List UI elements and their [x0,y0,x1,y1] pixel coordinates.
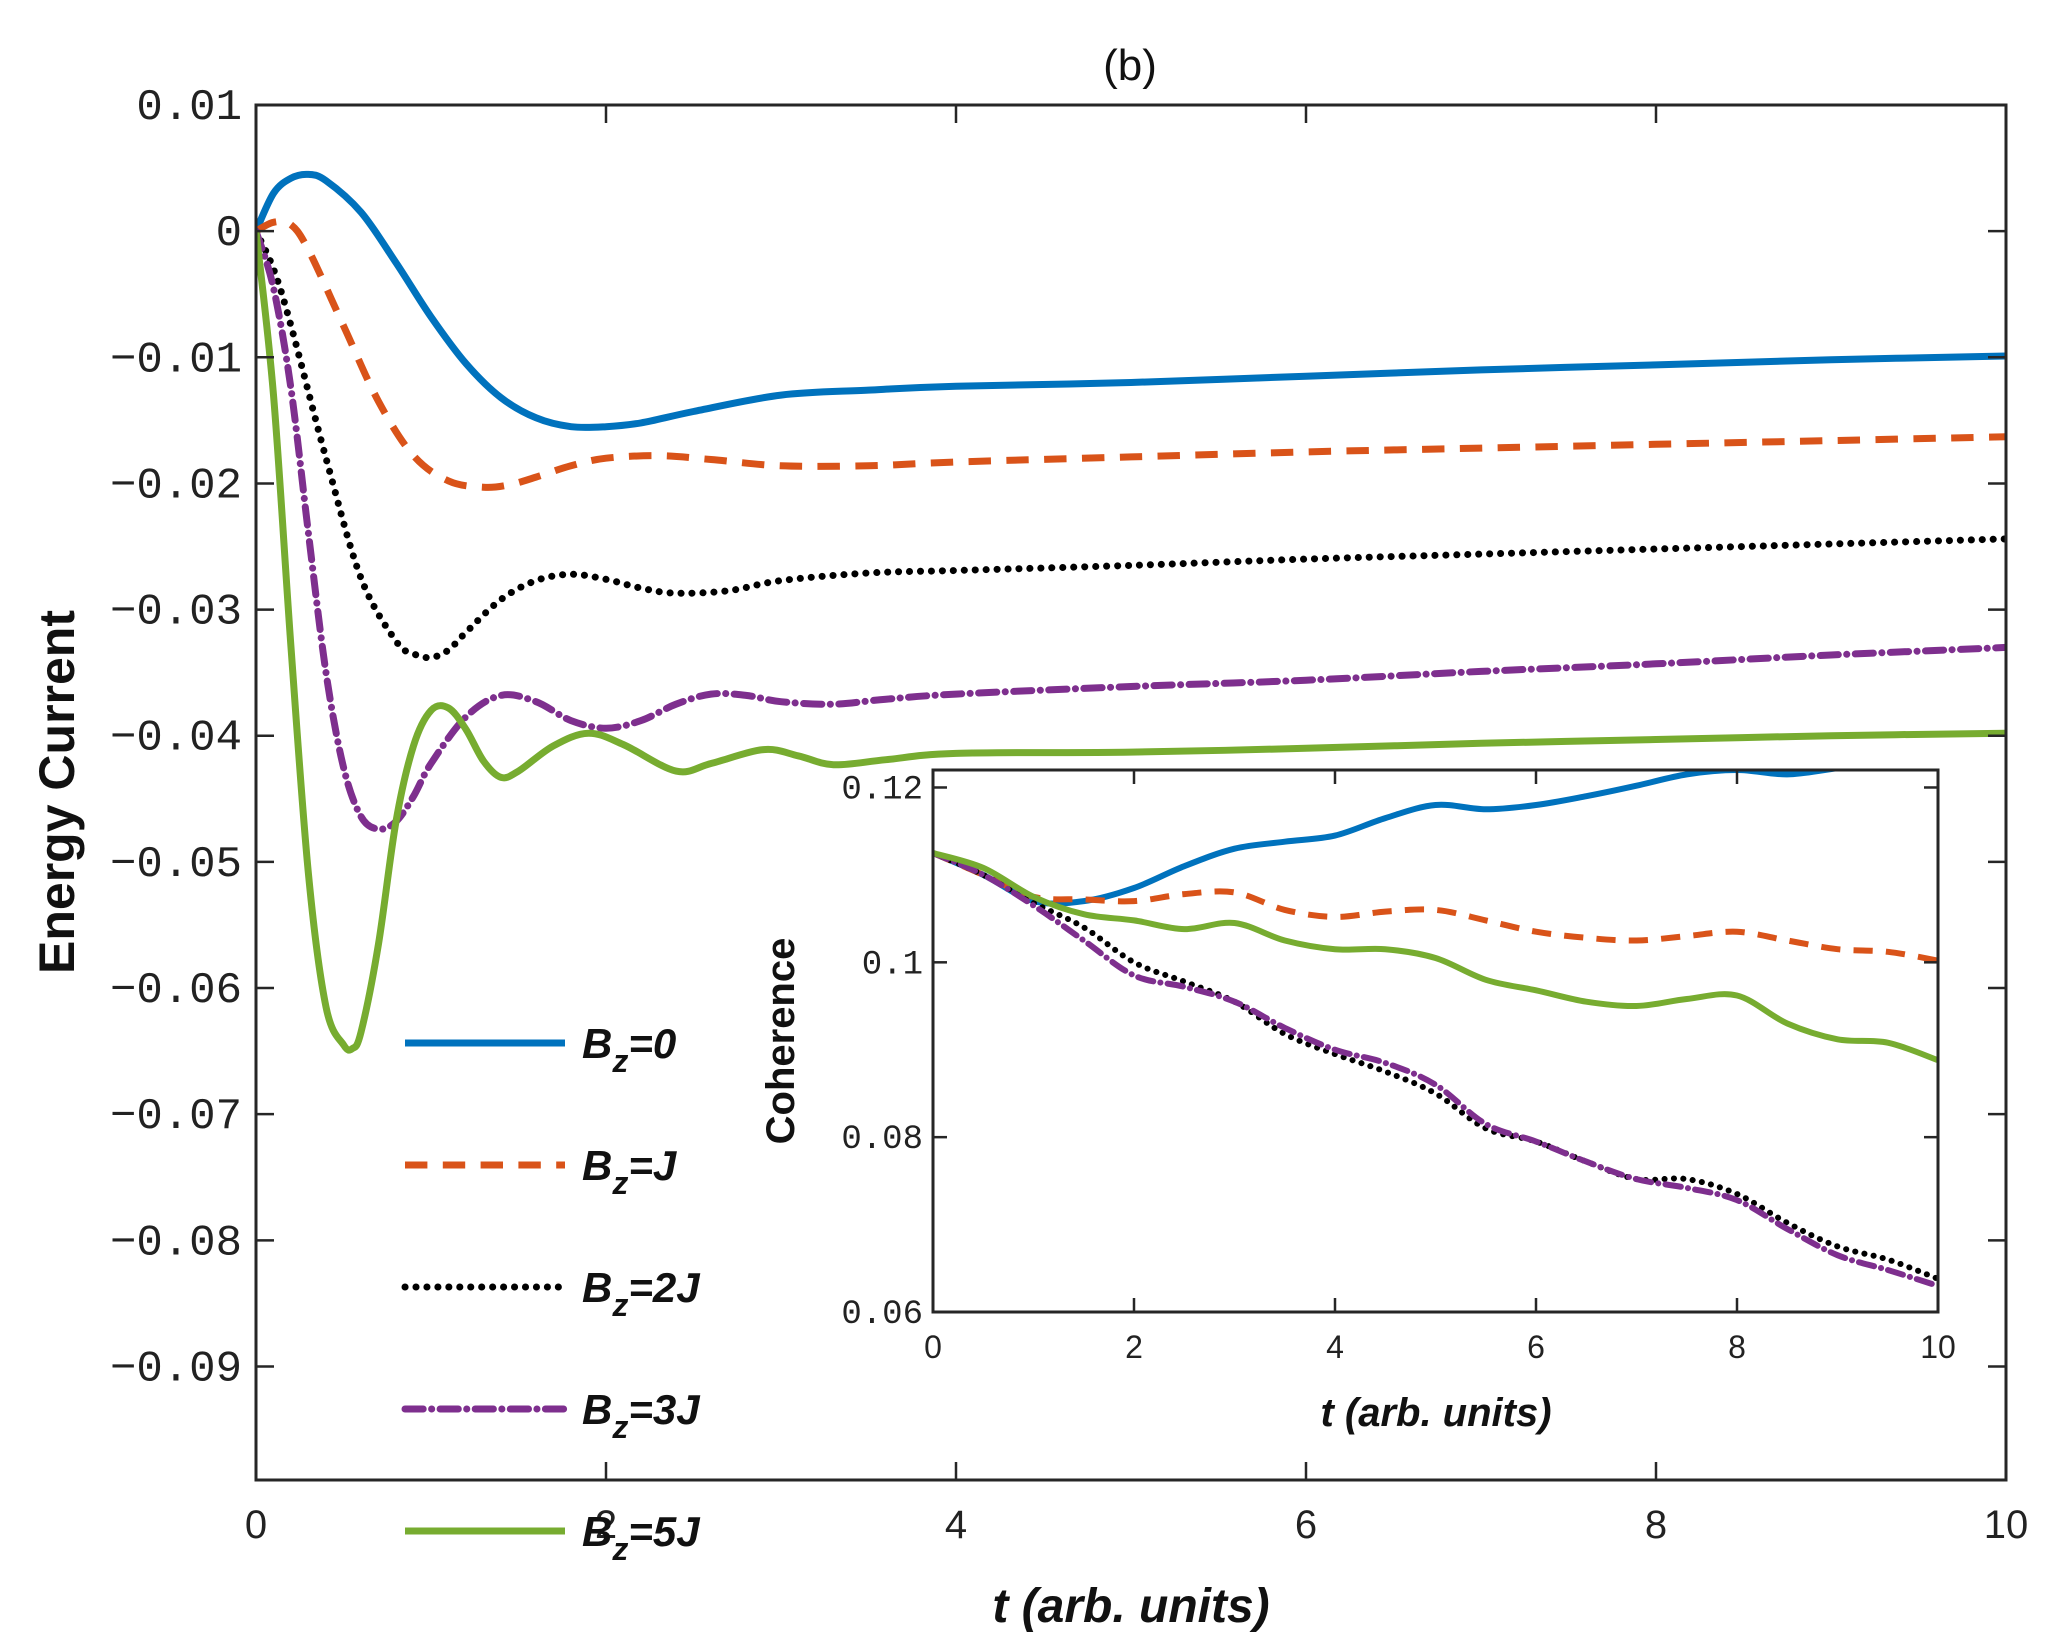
inset-series-line-2 [933,850,1938,1282]
main-y-tick-label: −0.02 [110,461,242,511]
legend-label-rest: =J [628,1142,678,1189]
main-x-tick-label: 10 [1984,1503,2029,1547]
main-x-tick-label: 8 [1645,1503,1667,1547]
legend-label-rest: =3J [628,1386,701,1433]
legend-label-rest: =2J [628,1264,701,1311]
legend-label-4: Bz=5J [582,1508,701,1567]
inset-series-group [933,770,1938,1289]
main-y-tick-label: −0.08 [110,1218,242,1268]
inset-x-tick-label: 4 [1326,1329,1344,1365]
main-y-axis-label: Energy Current [29,610,85,974]
inset-y-axis-label: Coherence [759,938,803,1145]
legend-label-rest: =0 [628,1020,676,1067]
legend-label-0: Bz=0 [582,1020,676,1079]
main-series-line-3 [256,227,2006,833]
main-y-tick-label: −0.04 [110,714,242,764]
main-series-line-1 [256,217,2006,491]
main-x-tick-label: 2 [595,1503,617,1547]
main-x-tick-label: 6 [1295,1503,1317,1547]
inset-ticks-group: 0 2 4 6 8 10 0.12 0.1 0.08 0.06 [841,770,1956,1365]
legend-box [390,1000,745,1400]
inset-series-line-4 [933,850,1938,1064]
legend-label-sub: z [611,1409,628,1445]
inset-x-tick-label: 6 [1527,1329,1545,1365]
main-y-tick-label: −0.01 [110,335,242,385]
inset-x-tick-label: 2 [1125,1329,1143,1365]
main-y-tick-label: −0.05 [110,840,242,890]
legend-label-1: Bz=J [582,1142,678,1201]
main-series-line-4 [256,230,2006,1054]
main-x-tick-label: 4 [945,1503,967,1547]
legend-label-rest: =5J [628,1508,701,1555]
chart-title: (b) [1103,41,1157,90]
legend-label-base: B [582,1020,612,1067]
legend-label-sub: z [611,1287,628,1323]
main-y-tick-label: 0.01 [136,83,242,133]
main-series-group [256,170,2006,1054]
inset-series-line-3 [933,850,1938,1289]
legend-label-sub: z [611,1531,628,1567]
main-x-axis-label: t (arb. units) [992,1580,1269,1633]
inset-y-tick-label: 0.1 [862,946,923,984]
legend-label-base: B [582,1386,612,1433]
main-series-line-0 [256,170,2006,431]
inset-y-tick-label: 0.08 [841,1121,923,1159]
inset-x-tick-label: 0 [924,1329,942,1365]
main-series-line-2 [256,227,2006,662]
inset-axes-frame [931,768,1940,1314]
legend-label-3: Bz=3J [582,1386,701,1445]
inset-y-tick-label: 0.06 [841,1296,923,1334]
main-ticks-group: 0 2 4 6 8 10 0.01 0 −0.01 −0.02 −0.03 −0.04 −0.05 −0.… [110,83,2028,1547]
inset-y-tick-label: 0.12 [841,771,923,809]
legend-label-base: B [582,1264,612,1311]
legend-label-base: B [582,1142,612,1189]
main-y-tick-label: −0.09 [110,1344,242,1394]
legend-label-sub: z [611,1165,628,1201]
main-y-tick-label: −0.03 [110,588,242,638]
main-y-tick-label: −0.06 [110,966,242,1016]
inset-x-axis-label: t (arb. units) [1320,1391,1551,1435]
main-y-tick-label: −0.07 [110,1092,242,1142]
main-axes-frame [254,103,2008,1482]
inset-x-tick-label: 10 [1920,1329,1956,1365]
main-x-tick-label: 0 [245,1503,267,1547]
main-y-tick-label: 0 [216,209,242,259]
legend-label-2: Bz=2J [582,1264,701,1323]
legend-label-base: B [582,1508,612,1555]
legend-label-sub: z [611,1043,628,1079]
inset-x-tick-label: 8 [1728,1329,1746,1365]
inset-series-line-1 [933,850,1938,964]
